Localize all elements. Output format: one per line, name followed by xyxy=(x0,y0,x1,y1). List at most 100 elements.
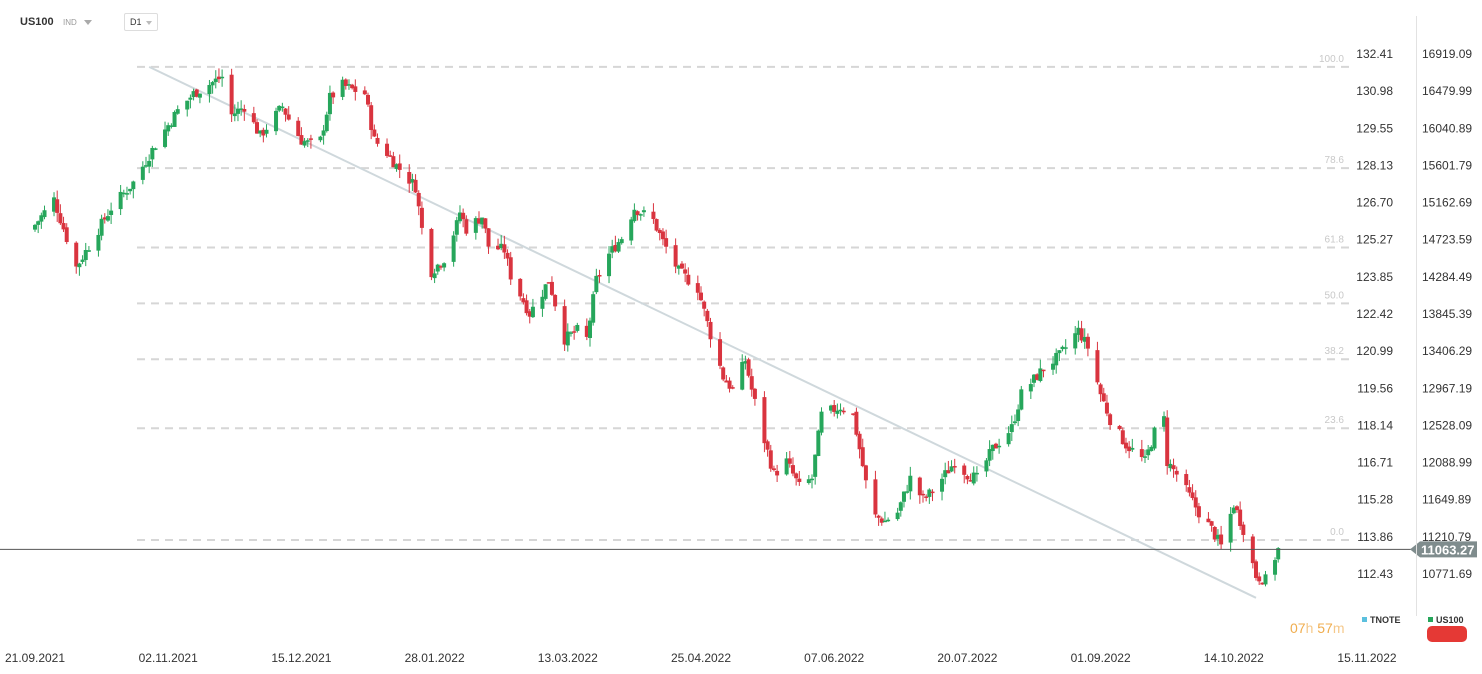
candle xyxy=(144,156,148,168)
candle xyxy=(302,137,307,148)
candle xyxy=(235,101,240,122)
candle xyxy=(1108,412,1113,430)
scrollbar[interactable] xyxy=(1416,16,1417,616)
candle xyxy=(131,180,136,199)
candle xyxy=(121,189,126,198)
candle xyxy=(185,100,190,117)
left-axis-tick: 132.41 xyxy=(1356,47,1393,61)
candle xyxy=(771,465,776,472)
candle xyxy=(163,121,168,149)
candle xyxy=(527,309,532,324)
candle xyxy=(169,123,174,129)
candle xyxy=(727,377,732,393)
candle xyxy=(768,444,773,472)
trendline[interactable] xyxy=(148,65,1257,599)
date-axis-tick: 21.09.2021 xyxy=(5,651,65,665)
candle xyxy=(1219,525,1224,550)
candle xyxy=(740,354,745,391)
timeframe-select[interactable]: D1 xyxy=(124,13,158,31)
candle xyxy=(1212,525,1217,543)
trendline-layer xyxy=(148,65,1257,599)
candle xyxy=(553,294,558,311)
candle xyxy=(64,223,69,245)
candle xyxy=(930,489,935,502)
candle xyxy=(654,218,659,232)
candle xyxy=(657,228,662,241)
fib-level-label: 50.0 xyxy=(1325,290,1345,301)
candle xyxy=(391,151,396,168)
candle xyxy=(299,127,304,145)
chevron-down-icon[interactable] xyxy=(84,20,92,25)
candle xyxy=(242,104,247,121)
candle xyxy=(607,246,612,284)
candle xyxy=(220,69,225,87)
candle xyxy=(96,228,101,257)
candle xyxy=(1162,411,1167,432)
candle xyxy=(372,124,377,137)
fib-level-label: 23.6 xyxy=(1325,415,1345,426)
candle xyxy=(651,203,656,224)
legend-label: US100 xyxy=(1436,615,1464,625)
candle xyxy=(1238,501,1243,530)
right-axis-tick: 12088.99 xyxy=(1422,456,1472,470)
candle xyxy=(438,264,443,270)
candle xyxy=(594,268,599,295)
candle xyxy=(940,473,945,501)
candle xyxy=(673,238,678,274)
candle xyxy=(42,205,47,220)
legend-item-us100[interactable]: US100 xyxy=(1428,615,1464,625)
candle xyxy=(984,458,989,477)
candle xyxy=(699,286,703,302)
candle xyxy=(543,284,548,301)
candle xyxy=(124,186,129,201)
candle xyxy=(397,154,402,179)
candle xyxy=(274,107,279,136)
candle xyxy=(924,494,929,502)
candle xyxy=(416,190,421,216)
candle xyxy=(216,68,221,84)
candle xyxy=(610,239,615,259)
candle xyxy=(835,403,840,419)
candle xyxy=(695,275,700,301)
left-axis-tick: 126.70 xyxy=(1356,196,1393,210)
candle xyxy=(797,470,802,486)
candle xyxy=(1174,466,1179,482)
sell-button[interactable] xyxy=(1427,626,1467,642)
candle xyxy=(718,332,723,370)
candle xyxy=(730,385,735,390)
right-axis-tick: 16919.09 xyxy=(1422,47,1472,61)
candle xyxy=(895,507,900,521)
candle xyxy=(461,208,466,228)
candle xyxy=(1187,479,1192,497)
candle xyxy=(1254,559,1258,581)
date-axis-tick: 01.09.2022 xyxy=(1071,651,1131,665)
candle xyxy=(721,366,726,382)
candle xyxy=(1260,582,1265,585)
candle xyxy=(882,511,887,523)
candle xyxy=(775,464,780,483)
right-axis-tick: 13406.29 xyxy=(1422,344,1472,358)
candle xyxy=(629,216,634,246)
legend-item-tnote[interactable]: TNOTE xyxy=(1362,615,1401,625)
candle xyxy=(346,79,351,90)
candle xyxy=(502,235,507,259)
candle xyxy=(908,466,913,500)
candle xyxy=(477,211,481,225)
candle xyxy=(832,399,837,417)
candle xyxy=(1006,426,1011,447)
candle xyxy=(99,214,104,241)
candle xyxy=(1063,339,1068,355)
candle xyxy=(52,192,57,217)
candle xyxy=(58,204,63,226)
legend-label: TNOTE xyxy=(1370,615,1401,625)
candle xyxy=(1241,521,1246,543)
symbol-name[interactable]: US100 xyxy=(20,16,54,28)
candle xyxy=(207,79,212,103)
candle xyxy=(410,173,415,192)
candle xyxy=(210,80,215,94)
candle xyxy=(1257,572,1262,585)
candle xyxy=(1035,373,1040,381)
candle xyxy=(1104,394,1109,417)
candle xyxy=(109,202,114,224)
